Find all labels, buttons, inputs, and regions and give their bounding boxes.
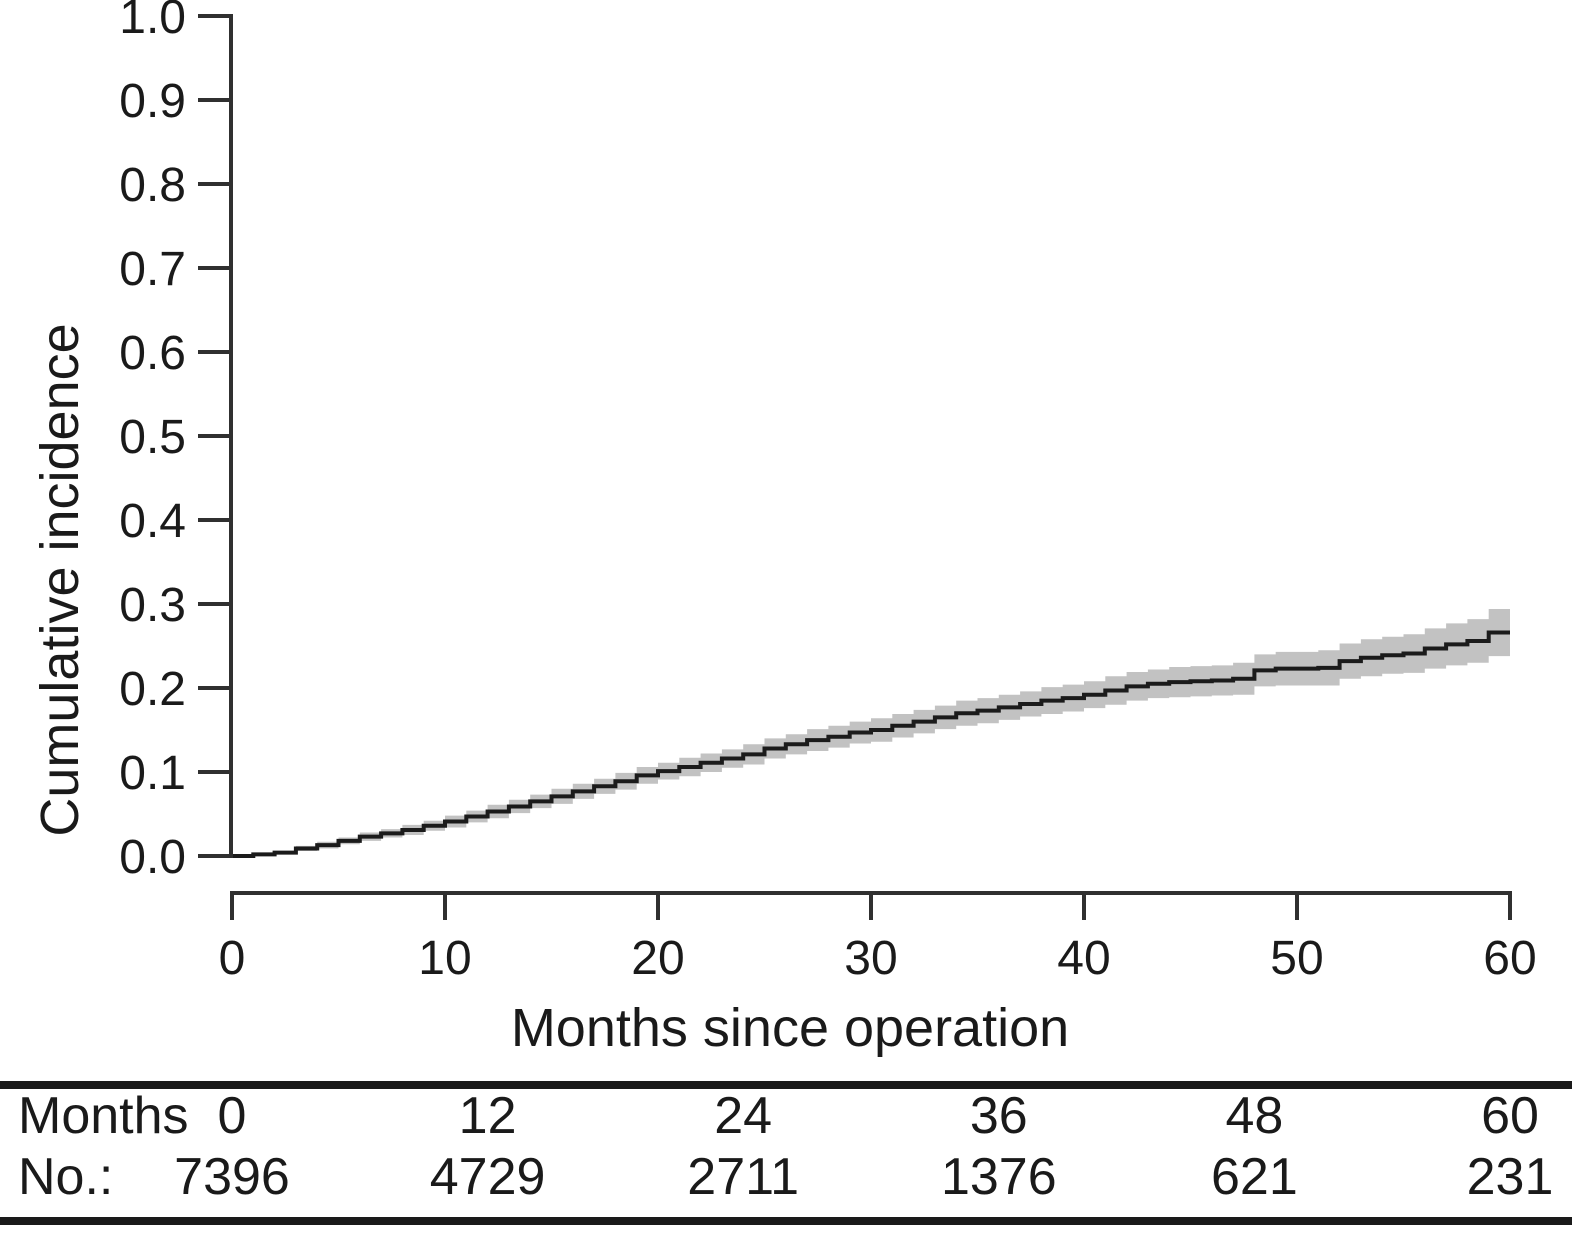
- risk-table-count-value: 621: [1211, 1148, 1298, 1206]
- y-tick-label: 0.0: [119, 831, 186, 884]
- y-axis-title: Cumulative incidence: [30, 323, 90, 836]
- y-tick-label: 0.7: [119, 243, 186, 296]
- x-axis: 0 10 20 30 40 50 60: [219, 891, 1537, 985]
- risk-table-months-row: Months 0 12 24 36 48 60: [0, 1089, 1572, 1143]
- y-tick-label: 0.5: [119, 411, 186, 464]
- x-tick-label: 30: [844, 932, 897, 985]
- y-tick-label: 0.9: [119, 75, 186, 128]
- y-tick-label: 0.6: [119, 327, 186, 380]
- y-tick-label: 0.3: [119, 579, 186, 632]
- x-tick-label: 0: [219, 932, 246, 985]
- risk-table-row-label: Months: [18, 1087, 189, 1145]
- risk-table-count-value: 231: [1466, 1148, 1554, 1206]
- x-tick-label: 20: [631, 932, 684, 985]
- risk-table-count-value: 1376: [940, 1148, 1057, 1206]
- risk-table-month-value: 0: [217, 1087, 247, 1145]
- y-tick-label: 0.1: [119, 747, 186, 800]
- risk-table-month-value: 24: [714, 1087, 773, 1145]
- x-axis-title: Months since operation: [511, 998, 1069, 1058]
- y-tick-label: 1.0: [119, 0, 186, 44]
- y-tick-label: 0.8: [119, 159, 186, 212]
- risk-table-month-value: 60: [1481, 1087, 1539, 1145]
- risk-table-month-value: 12: [458, 1087, 517, 1145]
- risk-table-month-value: 36: [969, 1087, 1028, 1145]
- x-tick-label: 60: [1483, 932, 1536, 985]
- y-axis: 1.0 0.9 0.8 0.7 0.6 0.5 0.4 0.3 0.2 0.1 0.0: [119, 0, 233, 884]
- risk-table-count-value: 4729: [429, 1148, 546, 1206]
- risk-table-month-value: 48: [1225, 1087, 1284, 1145]
- risk-table-counts-row: No.: 7396 4729 2711 1376 621 231: [0, 1150, 1572, 1204]
- cumulative-incidence-chart: 1.0 0.9 0.8 0.7 0.6 0.5 0.4 0.3 0.2 0.1 0.0 0 10 20 30…: [30, 0, 1537, 1058]
- estimate-step-line: [232, 630, 1510, 858]
- y-tick-label: 0.2: [119, 663, 186, 716]
- risk-table-count-value: 7396: [174, 1148, 290, 1206]
- risk-table-top-rule: [0, 1081, 1572, 1089]
- risk-table-row-label: No.:: [18, 1148, 114, 1206]
- x-tick-label: 10: [418, 932, 471, 985]
- y-tick-label: 0.4: [119, 495, 186, 548]
- risk-table-count-value: 2711: [687, 1148, 800, 1206]
- x-tick-label: 40: [1057, 932, 1110, 985]
- x-tick-label: 50: [1270, 932, 1323, 985]
- risk-table-bottom-rule: [0, 1217, 1572, 1225]
